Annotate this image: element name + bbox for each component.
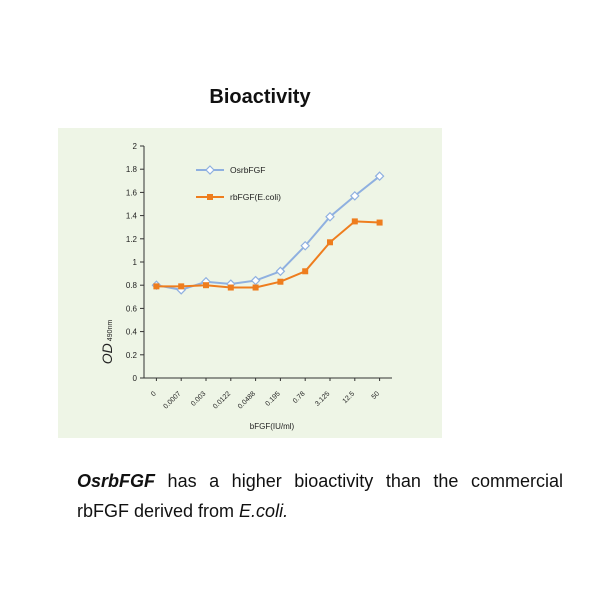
data-point: [351, 218, 358, 225]
y-tick-label: 1.6: [126, 188, 138, 197]
data-point: [178, 283, 185, 290]
series-layer: [151, 171, 385, 295]
data-point: [325, 211, 335, 222]
y-tick-label: 1.2: [126, 235, 138, 244]
data-point: [250, 275, 261, 286]
data-point: [227, 284, 234, 291]
caption-source: E.coli.: [239, 501, 289, 521]
y-tick-label: 1.4: [126, 212, 138, 221]
x-tick-label: 50: [371, 390, 382, 401]
y-axis-title: OD490nm: [99, 320, 115, 365]
x-tick-label: 3.125: [314, 390, 331, 407]
x-tick-label: 0.0007: [163, 390, 183, 410]
x-tick-label: 12.5: [342, 390, 357, 405]
caption-text: has a higher bioactivity than the commer…: [77, 471, 563, 521]
data-point: [275, 266, 286, 277]
data-point: [252, 284, 259, 291]
legend-label: OsrbFGF: [230, 165, 265, 175]
data-point: [376, 219, 383, 226]
x-tick-label: 0.195: [264, 390, 281, 407]
x-axis-title: bFGF(IU/ml): [250, 422, 295, 431]
caption: OsrbFGF has a higher bioactivity than th…: [77, 466, 563, 526]
chart-panel: 0 0.2 0.4 0.6 0.8 1 1.2 1.4 1.6 1.8 2 0 0.0007 0.003 0…: [58, 128, 442, 438]
series-rbfgf-ecoli: [153, 218, 383, 291]
y-axis-title-sub: 490nm: [107, 320, 114, 342]
data-point: [349, 191, 360, 201]
chart-title: Bioactivity: [209, 86, 311, 108]
y-tick-label: 0.6: [126, 304, 138, 313]
y-axis-title-main: OD: [99, 343, 115, 364]
data-point: [300, 240, 311, 251]
x-tick-label: 0.78: [292, 390, 307, 405]
data-point: [203, 282, 209, 289]
y-tick-label: 1: [133, 258, 138, 267]
series-osrbfgf: [151, 171, 385, 295]
legend-swatch-marker: [205, 165, 215, 175]
x-tick-label: 0.0488: [237, 390, 257, 410]
legend-swatch-marker: [207, 194, 213, 200]
y-tick-label: 0.4: [126, 328, 138, 337]
legend: OsrbFGF rbFGF(E.coli): [196, 165, 281, 202]
x-tick-label: 0.003: [190, 390, 207, 407]
chart-svg: 0 0.2 0.4 0.6 0.8 1 1.2 1.4 1.6 1.8 2 0 0.0007 0.003 0…: [99, 142, 392, 431]
data-point: [302, 268, 309, 275]
axes: 0 0.2 0.4 0.6 0.8 1 1.2 1.4 1.6 1.8 2 0 0.0007 0.003 0…: [126, 142, 392, 411]
series-line: [156, 220, 380, 289]
data-point: [374, 171, 385, 182]
data-point: [153, 283, 160, 290]
x-tick-label: 0.0122: [212, 390, 232, 410]
y-tick-label: 2: [133, 142, 138, 151]
y-tick-label: 0: [133, 374, 138, 383]
caption-lead: OsrbFGF: [77, 471, 156, 491]
legend-label: rbFGF(E.coli): [230, 192, 281, 202]
y-tick-label: 1.8: [126, 165, 138, 174]
y-tick-label: 0.2: [126, 351, 138, 360]
x-tick-label: 0: [150, 390, 158, 398]
y-tick-label: 0.8: [126, 281, 138, 290]
data-point: [327, 239, 333, 246]
data-point: [277, 278, 284, 285]
